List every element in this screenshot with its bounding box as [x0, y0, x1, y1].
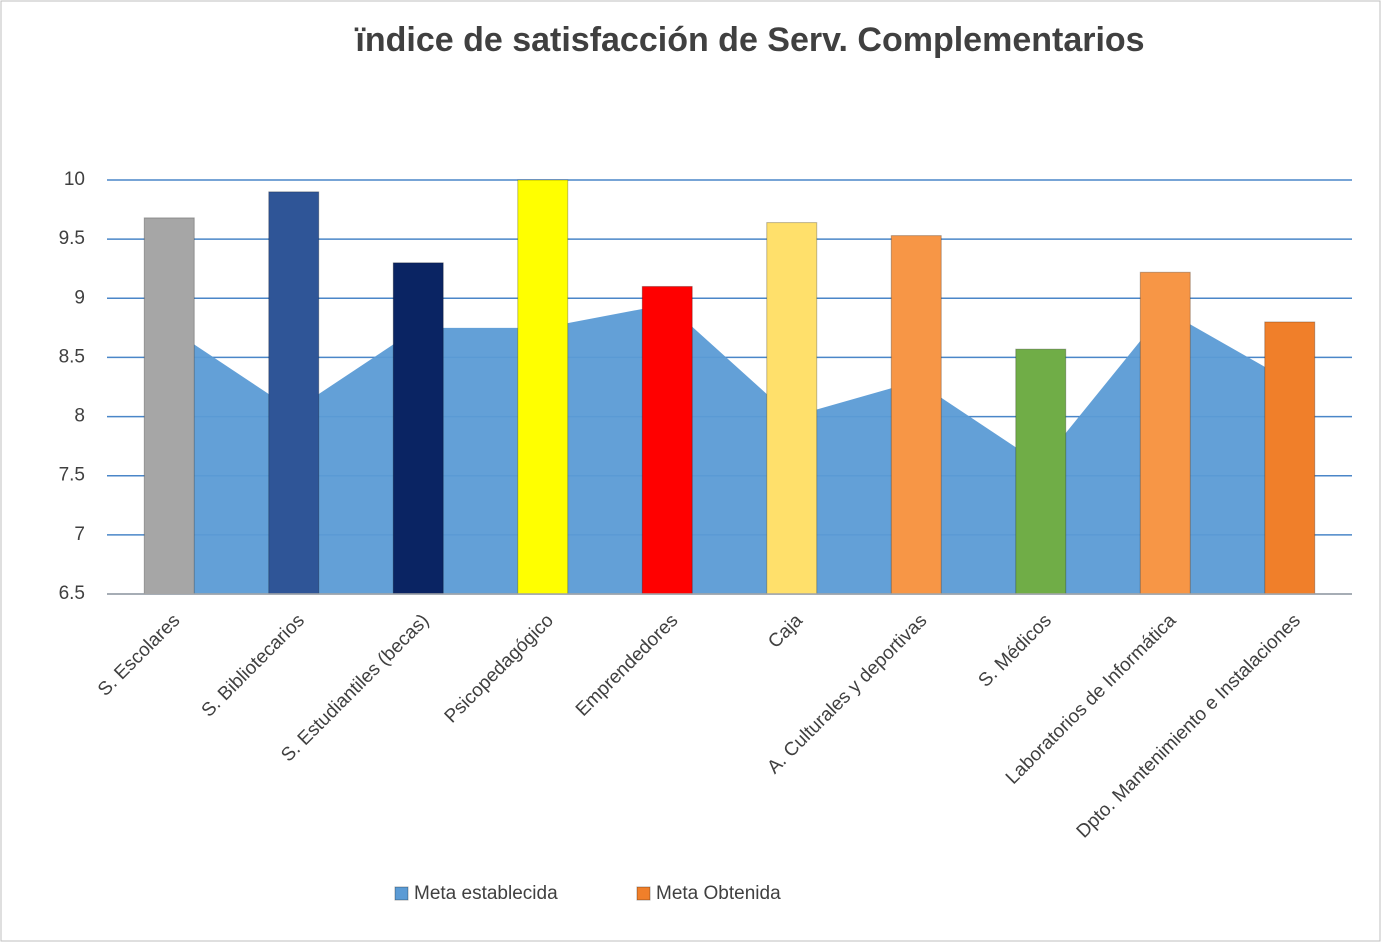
y-tick-label: 9: [74, 287, 85, 308]
area: [169, 304, 1290, 594]
bar: [1264, 321, 1316, 595]
legend-swatch: [636, 886, 651, 901]
bar: [890, 235, 942, 595]
bar: [268, 191, 320, 595]
y-tick-label: 8: [74, 406, 85, 427]
bar: [1139, 271, 1191, 595]
y-tick-label: 6.5: [59, 583, 85, 604]
bar: [641, 285, 693, 595]
bar: [1015, 348, 1067, 595]
chart-title: ïndice de satisfacción de Serv. Compleme…: [354, 21, 1144, 59]
legend-label: Meta establecida: [414, 883, 558, 904]
bar: [517, 179, 569, 595]
legend-swatch: [394, 886, 409, 901]
bar: [392, 262, 444, 595]
y-tick-label: 8.5: [59, 346, 85, 367]
y-tick-label: 10: [64, 169, 85, 190]
y-tick-label: 7: [74, 524, 85, 545]
legend-label: Meta Obtenida: [656, 883, 781, 904]
bar: [143, 217, 195, 595]
y-tick-label: 9.5: [59, 228, 85, 249]
bar: [766, 222, 818, 595]
y-tick-label: 7.5: [59, 465, 85, 486]
